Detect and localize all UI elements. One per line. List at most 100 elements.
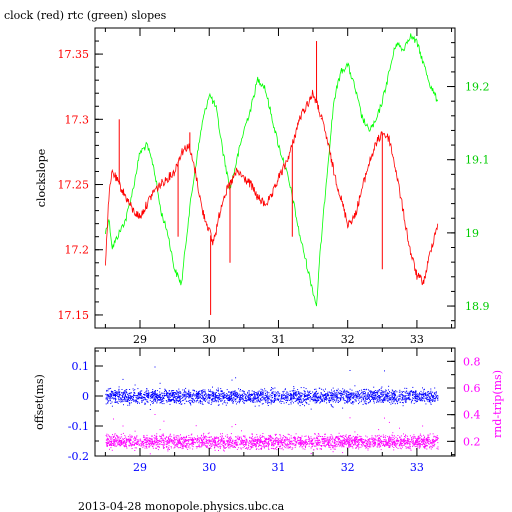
offset-points-point xyxy=(290,396,292,398)
offset-points-point xyxy=(339,398,341,400)
offset-points-point xyxy=(355,397,357,399)
offset-points-point xyxy=(238,402,240,404)
offset-points-point xyxy=(200,390,202,392)
offset-points-point xyxy=(178,390,180,392)
rnd-trip-points-point xyxy=(186,445,188,447)
rnd-trip-points-point xyxy=(111,449,113,451)
offset-points-point xyxy=(274,395,275,397)
rnd-trip-points-point xyxy=(342,440,344,442)
rnd-trip-points-point xyxy=(248,442,250,444)
rnd-trip-points-point xyxy=(126,446,127,448)
rnd-trip-points-point xyxy=(319,442,321,443)
offset-points-point xyxy=(348,391,350,393)
rnd-trip-points-point xyxy=(261,436,263,438)
rnd-trip-points-point xyxy=(396,446,398,448)
offset-points-point xyxy=(150,397,152,399)
offset-points-point xyxy=(371,396,372,398)
offset-points-point xyxy=(434,399,436,401)
rnd-trip-points-point xyxy=(277,443,279,445)
rnd-trip-points-point xyxy=(208,432,210,434)
offset-points-point xyxy=(204,389,206,391)
rnd-trip-points-point xyxy=(219,444,221,446)
offset-points-point xyxy=(246,394,248,396)
rnd-trip-points-point xyxy=(149,439,151,441)
offset-points-point xyxy=(250,394,252,396)
offset-points-point xyxy=(409,390,411,392)
rnd-trip-points-point xyxy=(338,432,340,434)
offset-points-point xyxy=(223,397,225,399)
offset-points-point xyxy=(145,394,147,396)
rnd-trip-points-point xyxy=(418,438,420,440)
rnd-trip-points-point xyxy=(228,439,230,441)
offset-points-point xyxy=(254,395,255,397)
rnd-trip-points-point xyxy=(273,448,275,450)
offset-points-point xyxy=(239,401,241,402)
rnd-trip-points-point xyxy=(339,441,341,443)
rnd-trip-points-point xyxy=(122,439,124,440)
offset-points-point xyxy=(370,392,372,394)
rnd-trip-points-point xyxy=(350,444,352,446)
rnd-trip-points-point xyxy=(340,435,341,437)
rnd-trip-points-point xyxy=(350,437,352,439)
rnd-trip-points-point xyxy=(377,438,379,440)
rnd-trip-points-point xyxy=(336,441,338,443)
rnd-trip-points-point xyxy=(206,445,208,447)
offset-points-point xyxy=(133,400,134,402)
offset-points-point xyxy=(230,391,232,393)
offset-points-point xyxy=(346,401,347,403)
offset-points-point xyxy=(222,397,224,398)
rnd-trip-points-point xyxy=(108,445,110,446)
rnd-trip-points-point xyxy=(162,433,164,435)
offset-points-point xyxy=(176,392,178,394)
offset-points-point xyxy=(394,398,396,400)
rnd-trip-points-point xyxy=(209,441,211,443)
offset-points-point xyxy=(138,398,140,400)
rnd-trip-points-point xyxy=(190,434,192,436)
offset-points-point xyxy=(306,402,308,403)
rnd-trip-points-point xyxy=(387,436,389,438)
rnd-trip-points-point xyxy=(284,443,286,445)
offset-points-point xyxy=(402,405,404,407)
offset-points-point xyxy=(356,395,358,397)
offset-points-point xyxy=(247,391,249,393)
rnd-trip-points-point xyxy=(120,442,122,444)
rnd-trip-points-point xyxy=(142,442,143,443)
rnd-trip-points-point xyxy=(267,442,269,444)
offset-points-point xyxy=(166,392,168,394)
rnd-trip-points-point xyxy=(414,441,416,443)
rnd-trip-points-point xyxy=(418,447,420,449)
rnd-trip-points-point xyxy=(214,446,216,448)
offset-points-point xyxy=(236,397,238,399)
rnd-trip-points-point xyxy=(159,439,161,441)
rnd-trip-points-point xyxy=(286,437,288,439)
offset-points-point xyxy=(287,394,289,396)
rnd-trip-points-point xyxy=(134,438,136,440)
rnd-trip-points-point xyxy=(120,445,121,447)
offset-points-point xyxy=(112,397,114,399)
rnd-trip-points-point xyxy=(427,439,429,441)
offset-points-point xyxy=(210,399,212,401)
rnd-trip-points-point xyxy=(379,437,381,439)
rnd-trip-points-point xyxy=(237,444,239,446)
offset-points-point xyxy=(201,390,203,392)
offset-points-point xyxy=(217,390,219,392)
offset-points-point xyxy=(428,398,430,400)
offset-points-point xyxy=(394,403,396,405)
rnd-trip-points-point xyxy=(154,438,156,440)
offset-points-point xyxy=(258,405,260,407)
offset-points-point xyxy=(202,389,204,391)
offset-points-point xyxy=(374,397,376,399)
offset-points-point xyxy=(398,391,400,393)
offset-points-point xyxy=(211,402,213,404)
rnd-trip-points-point xyxy=(375,436,377,438)
rnd-trip-points-point xyxy=(294,438,296,440)
rnd-trip-points-point xyxy=(375,439,377,441)
offset-points-point xyxy=(433,395,434,397)
rnd-trip-points-point xyxy=(131,436,133,438)
rnd-trip-points-point xyxy=(239,436,240,438)
offset-points-point xyxy=(151,391,153,393)
rnd-trip-points-point xyxy=(303,442,305,443)
offset-points-point xyxy=(134,400,136,402)
offset-points-point xyxy=(305,396,307,397)
offset-points-point xyxy=(388,392,390,394)
